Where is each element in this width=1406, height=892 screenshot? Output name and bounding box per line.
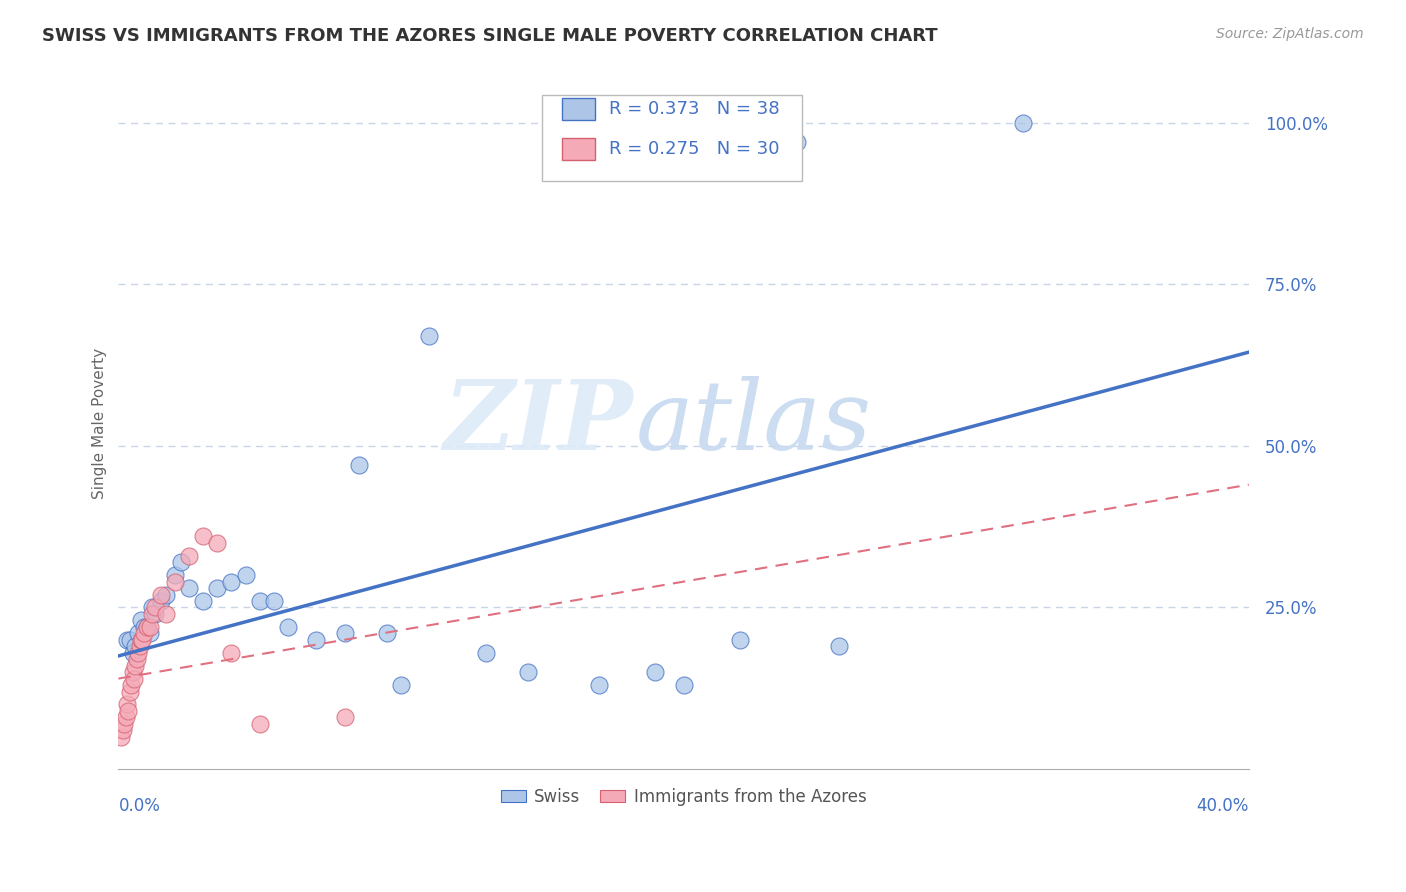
Point xyxy=(249,716,271,731)
Point xyxy=(115,632,138,647)
Text: 40.0%: 40.0% xyxy=(1197,797,1249,814)
Point xyxy=(177,581,200,595)
Point xyxy=(644,665,666,680)
Point xyxy=(375,626,398,640)
Point xyxy=(149,594,172,608)
Text: R = 0.275   N = 30: R = 0.275 N = 30 xyxy=(609,140,779,158)
Point xyxy=(124,658,146,673)
Point xyxy=(149,588,172,602)
Point xyxy=(475,646,498,660)
Point xyxy=(110,730,132,744)
Point xyxy=(177,549,200,563)
Point xyxy=(249,594,271,608)
Text: 0.0%: 0.0% xyxy=(118,797,160,814)
Point xyxy=(111,723,134,738)
Point xyxy=(112,716,135,731)
Point xyxy=(155,607,177,621)
Point xyxy=(129,614,152,628)
Point xyxy=(305,632,328,647)
Point xyxy=(163,568,186,582)
Point xyxy=(207,581,229,595)
FancyBboxPatch shape xyxy=(543,95,803,181)
Point xyxy=(127,646,149,660)
Text: Source: ZipAtlas.com: Source: ZipAtlas.com xyxy=(1216,27,1364,41)
Point xyxy=(207,536,229,550)
FancyBboxPatch shape xyxy=(561,138,595,161)
Point xyxy=(193,529,215,543)
Point xyxy=(333,626,356,640)
Point xyxy=(828,640,851,654)
Point xyxy=(333,710,356,724)
Text: R = 0.373   N = 38: R = 0.373 N = 38 xyxy=(609,100,779,119)
Point xyxy=(128,640,150,654)
Point xyxy=(127,626,149,640)
Point xyxy=(115,698,138,712)
Point xyxy=(121,665,143,680)
Point xyxy=(135,620,157,634)
Point xyxy=(155,588,177,602)
Point xyxy=(277,620,299,634)
Point xyxy=(125,652,148,666)
Point xyxy=(389,678,412,692)
FancyBboxPatch shape xyxy=(561,98,595,120)
Point xyxy=(163,574,186,589)
Point xyxy=(235,568,257,582)
Point xyxy=(131,632,153,647)
Point xyxy=(141,600,163,615)
Point xyxy=(517,665,540,680)
Point xyxy=(118,632,141,647)
Y-axis label: Single Male Poverty: Single Male Poverty xyxy=(93,348,107,499)
Point xyxy=(193,594,215,608)
Point xyxy=(122,672,145,686)
Point xyxy=(1011,116,1033,130)
Point xyxy=(786,135,808,149)
Point xyxy=(121,646,143,660)
Point xyxy=(117,704,139,718)
Legend: Swiss, Immigrants from the Azores: Swiss, Immigrants from the Azores xyxy=(494,781,873,813)
Point xyxy=(138,620,160,634)
Point xyxy=(138,626,160,640)
Point xyxy=(132,626,155,640)
Point xyxy=(672,678,695,692)
Point xyxy=(132,620,155,634)
Point xyxy=(418,329,440,343)
Point xyxy=(588,678,610,692)
Point xyxy=(141,607,163,621)
Point xyxy=(118,684,141,698)
Point xyxy=(114,710,136,724)
Text: SWISS VS IMMIGRANTS FROM THE AZORES SINGLE MALE POVERTY CORRELATION CHART: SWISS VS IMMIGRANTS FROM THE AZORES SING… xyxy=(42,27,938,45)
Point xyxy=(263,594,285,608)
Text: atlas: atlas xyxy=(636,376,872,470)
Point xyxy=(129,632,152,647)
Point xyxy=(143,600,166,615)
Point xyxy=(169,555,191,569)
Point xyxy=(135,620,157,634)
Point xyxy=(728,632,751,647)
Point xyxy=(221,646,243,660)
Point xyxy=(347,458,370,473)
Text: ZIP: ZIP xyxy=(443,376,633,470)
Point xyxy=(143,607,166,621)
Point xyxy=(124,640,146,654)
Point xyxy=(120,678,142,692)
Point xyxy=(221,574,243,589)
